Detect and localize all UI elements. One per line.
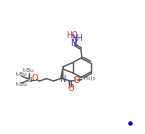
Text: t-Bu: t-Bu: [16, 72, 28, 77]
Text: O: O: [68, 84, 74, 93]
Text: O: O: [73, 76, 80, 85]
Text: HO: HO: [66, 31, 78, 40]
Text: O: O: [32, 74, 39, 83]
Text: N: N: [59, 75, 65, 84]
Text: NH: NH: [71, 34, 83, 43]
Text: C(CH₃)₃: C(CH₃)₃: [74, 76, 96, 81]
Polygon shape: [61, 69, 63, 79]
Text: t-Bu: t-Bu: [23, 68, 35, 73]
Text: Si: Si: [27, 77, 33, 83]
Text: t-Bu: t-Bu: [16, 82, 28, 87]
Text: N: N: [70, 39, 76, 48]
